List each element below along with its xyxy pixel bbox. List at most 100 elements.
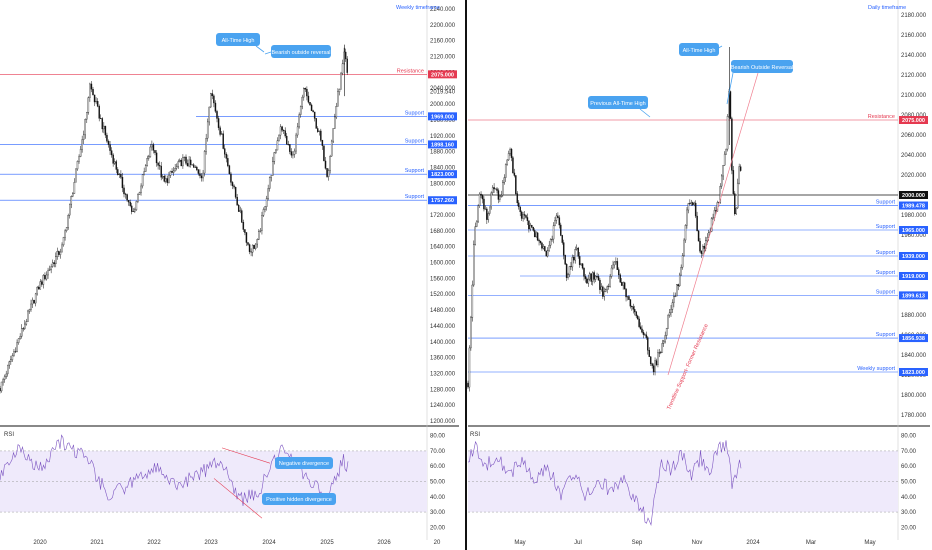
candle-body: [723, 153, 726, 166]
candle-body: [219, 127, 221, 135]
price-y-tick-25: 2200.000: [430, 23, 456, 29]
candle-body: [267, 188, 269, 199]
candle-body: [474, 226, 476, 245]
candle-body: [571, 257, 574, 268]
candle-body: [519, 206, 521, 213]
candle-body: [256, 239, 259, 245]
candle-body: [564, 255, 566, 265]
candle-body: [631, 306, 633, 307]
candle-body: [321, 140, 324, 146]
candle-body: [335, 106, 338, 118]
price-y-tick-0: 1780.000: [901, 413, 927, 419]
candle-body: [20, 328, 23, 337]
price-y-tick-15: 1800.000: [430, 181, 456, 187]
candle-body: [548, 244, 550, 251]
candle-body: [590, 273, 592, 282]
candle-body: [558, 217, 561, 226]
candle-body: [146, 158, 148, 166]
price-y-tick-5: 1880.000: [901, 313, 927, 319]
candle-body: [471, 284, 474, 318]
candle-body: [19, 336, 21, 339]
callout-bearish-outside-reversal-weekly: Bearish outside reversal: [264, 45, 331, 58]
candle-body: [605, 289, 607, 292]
candle-body: [681, 255, 684, 268]
candle-body: [586, 278, 588, 284]
candle-body: [258, 231, 260, 240]
level-badge-1: [899, 201, 928, 210]
candle-body: [310, 104, 313, 111]
candle-body: [607, 286, 610, 287]
level-badge-text-0: 2075.000: [902, 118, 925, 124]
candle-body: [344, 51, 347, 60]
candle-body: [247, 242, 249, 245]
candle-body: [227, 158, 229, 166]
trendline-label: Trendline Support- Former Resistance: [666, 323, 709, 411]
candle-body: [486, 208, 488, 220]
candle-body: [676, 284, 678, 297]
candle-body: [613, 261, 616, 266]
candle-body: [177, 161, 179, 167]
candle-body: [169, 171, 172, 176]
candle-body: [568, 266, 571, 275]
candle-body: [493, 187, 495, 190]
candle-body: [248, 244, 251, 252]
candle-body: [583, 267, 585, 277]
candle-body: [211, 93, 214, 97]
price-y-tick-13: 2040.000: [901, 153, 927, 159]
level-badge-4: [899, 272, 928, 280]
candle-body: [580, 263, 582, 265]
svg-text:Bearish outside reversal: Bearish outside reversal: [271, 50, 330, 56]
candle-body: [112, 154, 114, 164]
candle-body: [560, 224, 562, 236]
candle-body: [545, 250, 548, 257]
candle-body: [289, 144, 291, 152]
price-y-tick-3: 1840.000: [901, 353, 927, 359]
level-label-7: Weekly support: [857, 366, 895, 372]
candle-body: [526, 217, 529, 221]
candle-body: [53, 262, 55, 265]
candle-body: [529, 224, 532, 230]
candle-body: [154, 150, 156, 154]
candle-body: [90, 83, 93, 90]
candle-body: [172, 170, 175, 173]
candle-body: [237, 205, 240, 212]
rsi-band: [468, 450, 898, 513]
daily-timeframe-label: Daily timeframe: [868, 5, 906, 11]
candle-body: [520, 211, 523, 219]
candle-body: [189, 159, 192, 165]
candle-body: [214, 102, 217, 112]
candle-body: [684, 225, 687, 241]
candle-body: [250, 251, 252, 253]
rsi-y-tick-4: 60.00: [430, 464, 446, 470]
candle-body: [599, 279, 601, 290]
candle-body: [50, 266, 52, 270]
candle-body: [644, 334, 646, 336]
level-badge-0: [428, 70, 457, 79]
candle-body: [193, 164, 195, 168]
candle-body: [205, 137, 207, 152]
candle-body: [315, 118, 317, 129]
price-y-tick-14: 2060.000: [901, 133, 927, 139]
weekly-rsi-title: RSI: [4, 432, 14, 438]
candle-body: [262, 209, 265, 216]
candle-body: [710, 218, 713, 232]
candle-body: [47, 270, 49, 276]
candle-body: [494, 188, 497, 190]
candle-body: [261, 215, 263, 231]
candle-body: [69, 203, 71, 216]
level-badge-7: [899, 368, 928, 376]
price-y-tick-4: 1360.000: [430, 356, 456, 362]
candle-body: [736, 182, 739, 209]
candle-body: [107, 141, 110, 145]
candles: [0, 47, 348, 394]
candle-body: [304, 88, 307, 90]
candle-body: [693, 202, 695, 205]
candle-body: [539, 240, 542, 244]
candle-body: [674, 295, 677, 297]
candle-body: [667, 314, 669, 329]
candle-body: [489, 206, 491, 214]
candle-body: [216, 111, 218, 119]
candle-body: [567, 274, 569, 278]
candle-body: [281, 126, 283, 131]
price-y-tick-13: 1720.000: [430, 213, 456, 219]
